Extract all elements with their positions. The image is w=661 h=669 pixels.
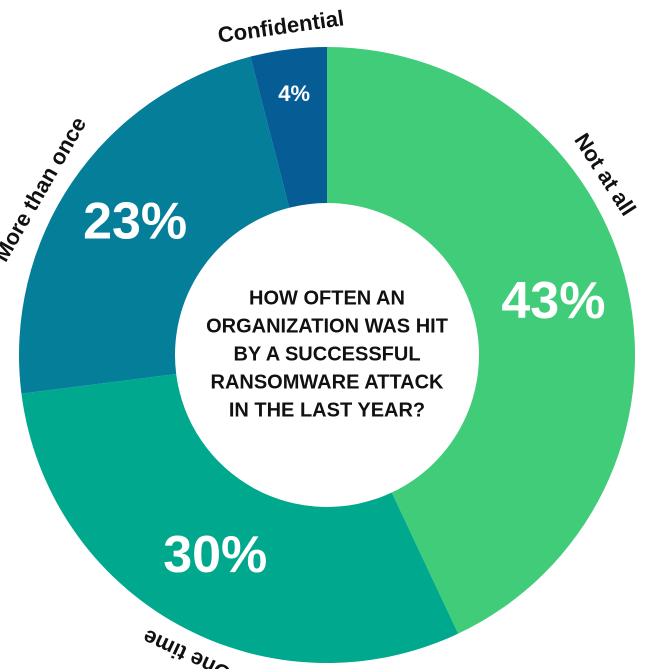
center-title: ORGANIZATION WAS HIT bbox=[206, 315, 448, 337]
center-title: RANSOMWARE ATTACK bbox=[211, 371, 444, 393]
category-label: Confidential bbox=[216, 5, 345, 47]
center-title: BY A SUCCESSFUL bbox=[233, 343, 420, 365]
center-title: IN THE LAST YEAR? bbox=[229, 399, 425, 421]
value-label: 43% bbox=[501, 272, 605, 330]
value-label: 30% bbox=[163, 526, 267, 584]
donut-slice bbox=[250, 47, 327, 208]
center-title: HOW OFTEN AN bbox=[249, 287, 405, 309]
donut-slice bbox=[327, 47, 635, 634]
value-label: 23% bbox=[83, 192, 187, 250]
value-label: 4% bbox=[278, 81, 310, 106]
donut-slice bbox=[18, 56, 290, 394]
donut-slice bbox=[21, 374, 459, 663]
